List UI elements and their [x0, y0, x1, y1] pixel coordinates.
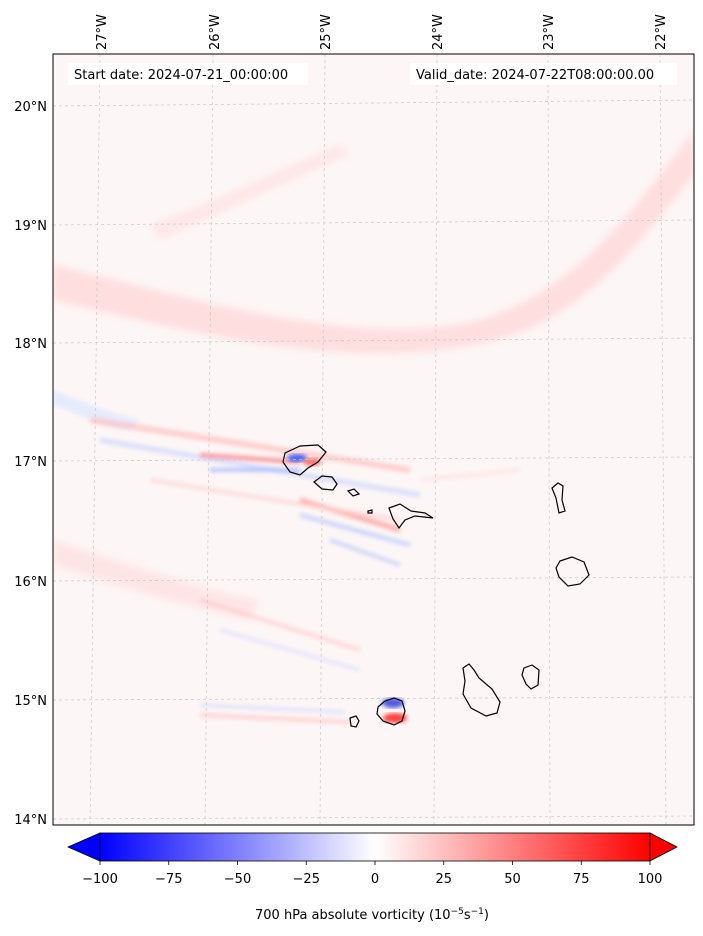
colorbar-tick-label: 0 — [371, 872, 379, 887]
map-background — [53, 54, 694, 825]
lon-tick-label: 26°W — [208, 14, 223, 50]
colorbar-tick-label: −50 — [224, 872, 251, 887]
vorticity-band-left — [53, 540, 260, 620]
vorticity-blue-left — [53, 390, 140, 430]
island-islet — [367, 509, 373, 514]
colorbar-tick-label: 25 — [435, 872, 452, 887]
start-date-label: Start date: 2024-07-21_00:00:00 — [74, 68, 288, 83]
lat-tick-labels: 20°N 19°N 18°N 17°N 16°N 15°N 14°N — [14, 100, 47, 828]
colorbar-min-arrow — [67, 832, 101, 862]
valid-date-box — [410, 63, 677, 85]
colorbar-tick-labels: −100 −75 −50 −25 0 25 50 75 100 — [82, 872, 662, 887]
lat-tick-label: 17°N — [14, 455, 47, 470]
lat-tick-label: 18°N — [14, 337, 47, 352]
island-sao-nicolau — [388, 503, 434, 530]
colorbar-tick-label: −100 — [82, 872, 118, 887]
island-maio — [521, 664, 540, 690]
colorbar-tick-label: 100 — [638, 872, 663, 887]
island-fogo — [376, 697, 406, 726]
island-wake-streaks — [89, 417, 521, 724]
lon-tick-label: 23°W — [542, 14, 557, 50]
start-date-box — [68, 63, 308, 85]
colorbar-tick-label: 75 — [573, 872, 590, 887]
lat-tick-label: 16°N — [14, 575, 47, 590]
vorticity-spot-positive-south — [383, 713, 407, 723]
colorbar-tick-label: −75 — [155, 872, 182, 887]
island-boa-vista — [555, 556, 590, 587]
island-sao-vicente — [313, 475, 338, 491]
vorticity-band — [53, 130, 694, 354]
island-santiago — [462, 663, 501, 717]
vorticity-spot-positive — [303, 458, 321, 466]
valid-date-label: Valid_date: 2024-07-22T08:00:00.00 — [416, 68, 654, 83]
colorbar-gradient — [99, 832, 651, 862]
colorbar: −100 −75 −50 −25 0 25 50 75 100 700 hPa … — [67, 832, 678, 923]
lat-tick-label: 20°N — [14, 100, 47, 115]
vorticity-spot-negative — [287, 454, 307, 462]
lon-tick-label: 25°W — [319, 14, 334, 50]
lon-tick-label: 24°W — [431, 14, 446, 50]
colorbar-label: 700 hPa absolute vorticity (10−5s−1) — [255, 907, 489, 923]
colorbar-tick-label: −25 — [293, 872, 320, 887]
island-brava — [349, 715, 360, 728]
lat-tick-label: 14°N — [14, 813, 47, 828]
lat-tick-label: 15°N — [14, 694, 47, 709]
island-coastlines — [282, 444, 590, 728]
colorbar-tick-marks — [99, 861, 651, 865]
lon-tick-label: 22°W — [654, 14, 669, 50]
lon-tick-label: 27°W — [95, 14, 110, 50]
vorticity-band-upper — [150, 145, 350, 240]
lat-tick-label: 19°N — [14, 219, 47, 234]
island-sal — [551, 482, 566, 514]
island-santa-luzia — [346, 488, 361, 497]
map-frame — [52, 53, 695, 826]
colorbar-tick-label: 50 — [504, 872, 521, 887]
map-panel — [53, 54, 694, 825]
island-santo-antao — [282, 444, 327, 476]
vorticity-spot-negative-south — [382, 698, 404, 708]
lon-tick-labels: 27°W 26°W 25°W 24°W 23°W 22°W — [95, 14, 669, 50]
colorbar-max-arrow — [649, 832, 678, 862]
